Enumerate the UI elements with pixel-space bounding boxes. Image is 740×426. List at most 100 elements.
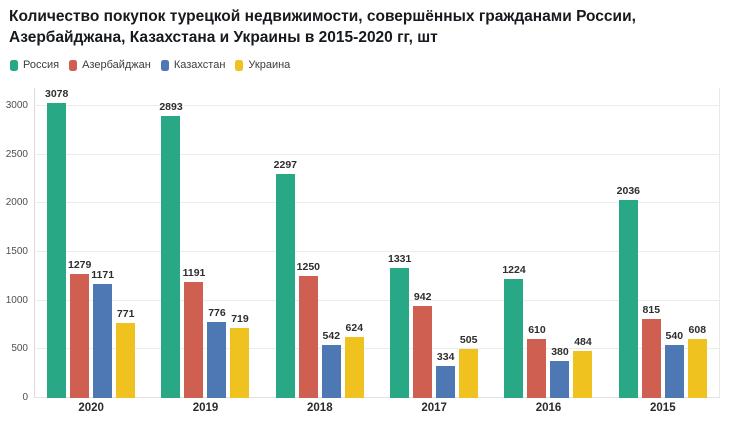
bar-2015-Украина bbox=[687, 338, 707, 398]
bar-column-2018-Казахстан: 542 bbox=[321, 88, 341, 398]
chart-title: Количество покупок турецкой недвижимости… bbox=[9, 6, 724, 48]
bar-column-2016-Казахстан: 380 bbox=[550, 88, 570, 398]
bar-column-2015-Украина: 608 bbox=[687, 88, 707, 398]
bar-value-label: 771 bbox=[116, 307, 135, 320]
bar-value-label: 608 bbox=[688, 323, 707, 336]
bar-2016-Казахстан bbox=[550, 361, 570, 398]
bar-2017-Украина bbox=[459, 348, 479, 398]
y-tick-label-3000: 3000 bbox=[5, 100, 28, 111]
bar-column-2015-Казахстан: 540 bbox=[664, 88, 684, 398]
chart-title-line1: Количество покупок турецкой недвижимости… bbox=[9, 8, 636, 25]
bar-column-2019-Азербайджан: 1191 bbox=[182, 88, 206, 398]
bar-2018-Азербайджан bbox=[298, 276, 318, 398]
bar-value-label: 540 bbox=[665, 330, 684, 343]
y-axis-line bbox=[34, 88, 35, 398]
bar-column-2020-Россия: 3078 bbox=[44, 88, 69, 398]
grid-line-1000 bbox=[34, 299, 720, 301]
x-tick-label-2016: 2016 bbox=[535, 402, 562, 414]
bar-value-label: 610 bbox=[528, 323, 546, 336]
bar-2020-Украина bbox=[116, 322, 136, 398]
bar-2018-Украина bbox=[344, 337, 364, 398]
bar-value-label: 1331 bbox=[387, 253, 412, 266]
bar-column-2017-Азербайджан: 942 bbox=[413, 88, 433, 398]
bar-group-2020: 3078 1279 1171 771 bbox=[34, 88, 148, 398]
legend-item-2[interactable]: Азербайджан bbox=[69, 59, 151, 71]
y-tick-label-0: 0 bbox=[22, 392, 28, 403]
grid-line-2000 bbox=[34, 202, 720, 204]
x-tick-label-2015: 2015 bbox=[650, 402, 676, 414]
legend: Россия Азербайджан Казахстан Украина bbox=[10, 59, 290, 71]
bar-value-label: 1224 bbox=[502, 263, 526, 276]
bar-column-2017-Украина: 505 bbox=[459, 88, 479, 398]
y-tick-label-500: 500 bbox=[11, 343, 28, 355]
bar-column-2016-Россия: 1224 bbox=[502, 88, 526, 398]
bar-value-label: 2893 bbox=[159, 101, 183, 114]
bar-column-2017-Казахстан: 334 bbox=[436, 88, 456, 398]
bar-column-2016-Азербайджан: 610 bbox=[527, 88, 547, 398]
bar-value-label: 942 bbox=[413, 291, 432, 304]
y-tick-label-2500: 2500 bbox=[5, 148, 28, 160]
y-tick-label-2000: 2000 bbox=[5, 197, 28, 209]
bar-value-label: 776 bbox=[208, 307, 226, 320]
legend-label: Украина bbox=[248, 59, 291, 71]
legend-label: Россия bbox=[23, 59, 60, 71]
bar-value-label: 484 bbox=[574, 335, 592, 348]
grid-line-0 bbox=[34, 397, 720, 398]
bar-value-label: 719 bbox=[231, 313, 249, 326]
bar-value-label: 1279 bbox=[67, 258, 92, 271]
bar-column-2019-Украина: 719 bbox=[230, 88, 250, 398]
bar-2017-Азербайджан bbox=[413, 306, 433, 398]
legend-label: Казахстан bbox=[173, 59, 226, 71]
bar-value-label: 3078 bbox=[44, 88, 69, 100]
grid-line-1500 bbox=[34, 251, 720, 252]
bar-column-2015-Азербайджан: 815 bbox=[641, 88, 661, 398]
bar-2017-Казахстан bbox=[436, 365, 456, 398]
bar-column-2017-Россия: 1331 bbox=[387, 88, 412, 398]
bar-column-2019-Казахстан: 776 bbox=[207, 88, 227, 398]
grid-line-2500 bbox=[34, 153, 720, 155]
x-tick-label-2020: 2020 bbox=[78, 402, 104, 414]
plot-right-border bbox=[719, 88, 720, 398]
chart-title-line2: Азербайджана, Казахстана и Украины в 201… bbox=[9, 29, 438, 46]
bar-column-2020-Казахстан: 1171 bbox=[91, 88, 115, 398]
legend-item-4[interactable]: Украина bbox=[235, 59, 290, 71]
bar-group-2016: 1224 610 380 484 bbox=[491, 88, 605, 398]
legend-item-1[interactable]: Россия bbox=[10, 59, 59, 71]
bar-column-2019-Россия: 2893 bbox=[159, 88, 183, 398]
bar-group-2017: 1331 942 334 505 bbox=[377, 88, 491, 398]
bar-value-label: 624 bbox=[345, 322, 364, 335]
y-tick-label-1500: 1500 bbox=[5, 246, 28, 257]
bar-column-2016-Украина: 484 bbox=[573, 88, 593, 398]
x-tick-label-2017: 2017 bbox=[421, 402, 447, 414]
y-tick-label-1000: 1000 bbox=[5, 294, 28, 306]
grid-line-3000 bbox=[34, 105, 720, 106]
bar-2017-Россия bbox=[390, 268, 410, 398]
bar-2019-Россия bbox=[161, 116, 181, 398]
legend-label: Азербайджан bbox=[82, 59, 151, 71]
bar-group-2018: 2297 1250 542 624 bbox=[263, 88, 377, 398]
x-tick-label-2019: 2019 bbox=[192, 402, 219, 414]
bar-value-label: 542 bbox=[322, 330, 341, 343]
bar-2015-Россия bbox=[618, 199, 638, 398]
bar-2015-Казахстан bbox=[664, 345, 684, 398]
bar-value-label: 815 bbox=[642, 303, 661, 316]
bar-column-2018-Украина: 624 bbox=[344, 88, 364, 398]
bar-2019-Азербайджан bbox=[184, 282, 204, 398]
legend-swatch-icon bbox=[160, 59, 169, 71]
grid-line-500 bbox=[34, 348, 720, 350]
bar-value-label: 1191 bbox=[182, 267, 206, 280]
legend-swatch-icon bbox=[69, 59, 78, 71]
bar-group-2015: 2036 815 540 608 bbox=[606, 88, 720, 398]
bar-value-label: 1171 bbox=[91, 269, 115, 282]
x-tick-label-2018: 2018 bbox=[307, 402, 333, 414]
legend-item-3[interactable]: Казахстан bbox=[160, 59, 226, 71]
bar-value-label: 2036 bbox=[616, 184, 640, 197]
bar-group-2019: 2893 1191 776 719 bbox=[148, 88, 262, 398]
bar-2020-Азербайджан bbox=[70, 273, 90, 398]
bar-column-2020-Украина: 771 bbox=[116, 88, 136, 398]
bar-value-label: 334 bbox=[436, 350, 455, 363]
bar-value-label: 1250 bbox=[296, 261, 320, 274]
bar-2018-Казахстан bbox=[321, 345, 341, 398]
bar-value-label: 2297 bbox=[273, 159, 297, 172]
